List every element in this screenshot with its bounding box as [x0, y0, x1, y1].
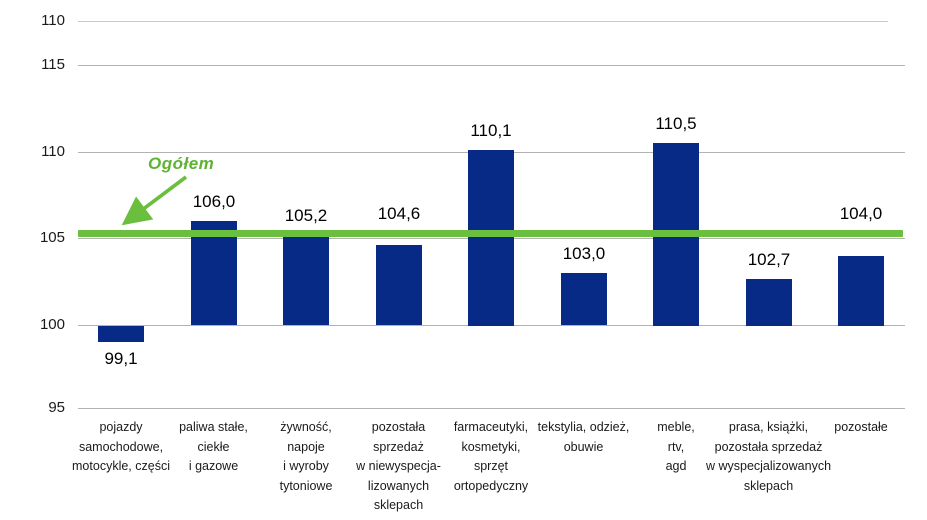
bar-value-label: 102,7 — [747, 250, 791, 269]
y-axis-tick-label: 110 — [41, 143, 65, 160]
gridline — [78, 21, 888, 22]
reference-line-ogolem — [78, 230, 903, 237]
y-axis-tick-label: 110 — [41, 12, 65, 29]
reference-line-label: Ogółem — [148, 154, 215, 173]
y-axis-tick-label: 105 — [39, 229, 65, 246]
x-axis-category-label: żywność, napoje i wyroby tytoniowe — [279, 420, 333, 493]
gridline — [78, 408, 905, 409]
bar-value-label: 103,0 — [562, 244, 606, 263]
gridline — [78, 65, 905, 66]
bar-value-label: 106,0 — [192, 192, 236, 211]
bar-value-label: 110,1 — [470, 121, 512, 140]
x-axis-category-label: pojazdy samochodowe, motocykle, części — [72, 420, 170, 473]
bar-value-label: 99,1 — [104, 349, 138, 368]
chart-bar — [191, 221, 237, 325]
x-axis-category-label: farmaceutyki, kosmetyki, sprzęt ortopedy… — [453, 420, 529, 493]
bar-value-label: 104,6 — [377, 204, 421, 223]
x-axis-category-label: tekstylia, odzież, obuwie — [537, 420, 630, 454]
x-axis-category-label: prasa, książki, pozostała sprzedaż w wys… — [705, 420, 832, 493]
chart-bar — [746, 279, 792, 326]
bar-value-label: 104,0 — [839, 204, 883, 223]
chart-bar — [468, 150, 514, 326]
y-axis-tick-label: 115 — [41, 56, 65, 73]
bar-value-label: 110,5 — [655, 114, 697, 133]
y-axis-tick-label: 100 — [39, 316, 65, 333]
chart-bar — [376, 245, 422, 325]
chart-bar — [838, 256, 884, 326]
y-axis-tick-label: 95 — [48, 399, 65, 416]
bar-value-label: 105,2 — [284, 206, 328, 225]
x-axis-category-label: pozostałe — [834, 420, 888, 434]
chart-bar — [283, 235, 329, 325]
x-axis-category-label: meble, rtv, agd — [657, 420, 695, 473]
chart-bar — [561, 273, 607, 325]
x-axis-category-label: pozostała sprzedaż w niewyspecja- lizowa… — [356, 420, 441, 512]
x-axis-category-label: paliwa stałe, ciekłe i gazowe — [179, 420, 248, 473]
chart-bar — [98, 326, 144, 342]
